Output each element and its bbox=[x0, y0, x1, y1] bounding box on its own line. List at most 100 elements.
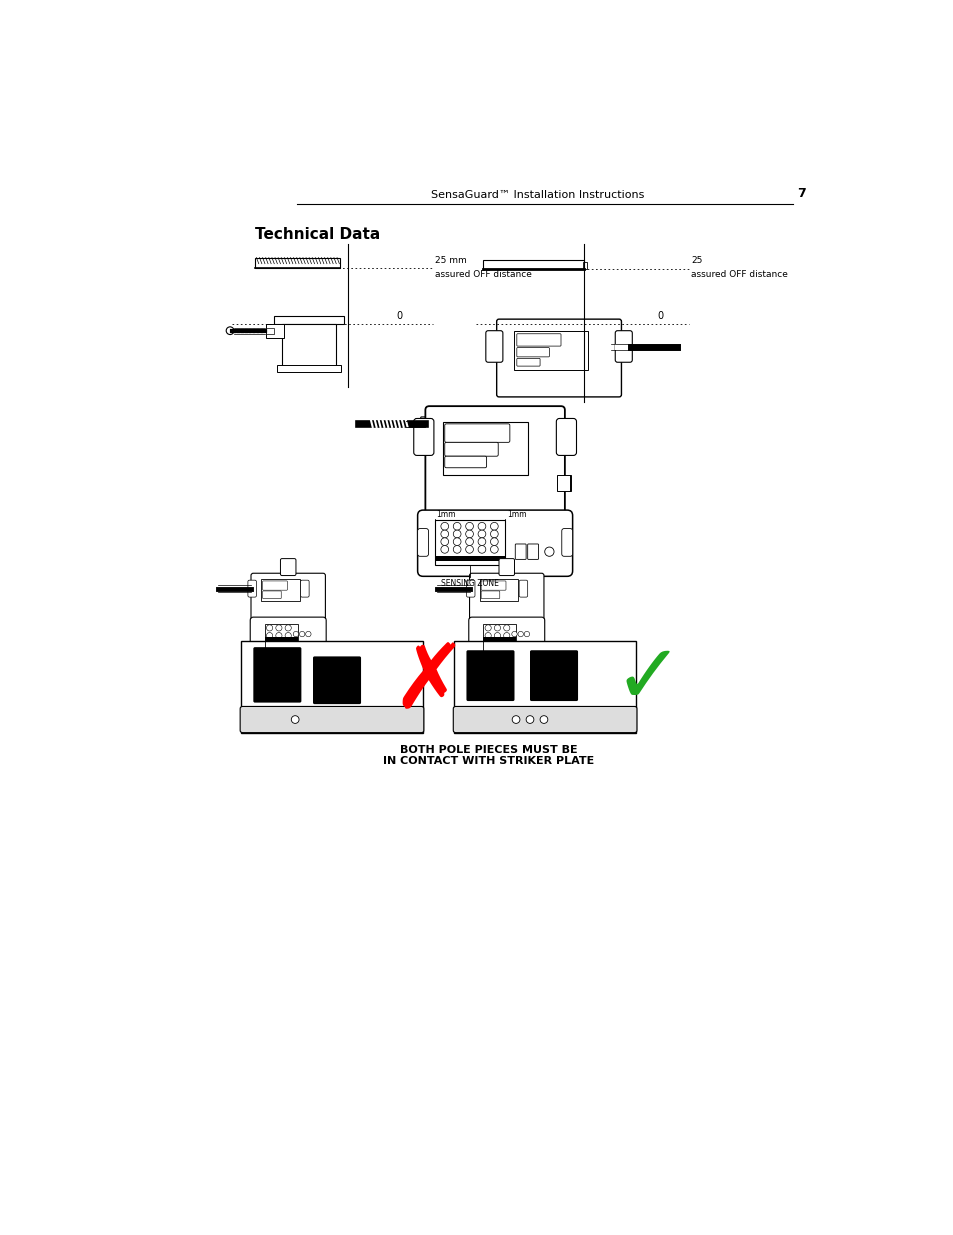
Text: 1mm: 1mm bbox=[506, 510, 526, 519]
FancyBboxPatch shape bbox=[262, 592, 281, 599]
Circle shape bbox=[453, 537, 460, 546]
FancyBboxPatch shape bbox=[261, 579, 299, 601]
Circle shape bbox=[503, 625, 509, 631]
Text: 25 mm: 25 mm bbox=[435, 256, 467, 266]
Circle shape bbox=[291, 716, 298, 724]
Circle shape bbox=[477, 522, 485, 530]
FancyBboxPatch shape bbox=[453, 706, 637, 732]
Text: 1mm: 1mm bbox=[436, 510, 456, 519]
FancyBboxPatch shape bbox=[480, 592, 499, 599]
Circle shape bbox=[465, 546, 473, 553]
Bar bbox=[483, 637, 516, 641]
Text: assured OFF distance: assured OFF distance bbox=[435, 270, 532, 279]
FancyBboxPatch shape bbox=[479, 579, 517, 601]
Bar bbox=[277, 366, 340, 372]
FancyBboxPatch shape bbox=[443, 421, 528, 475]
Bar bbox=[274, 316, 344, 324]
Bar bbox=[454, 641, 636, 734]
Text: 0: 0 bbox=[396, 311, 402, 321]
Bar bbox=[265, 624, 297, 646]
Bar bbox=[627, 343, 629, 350]
FancyBboxPatch shape bbox=[250, 618, 326, 655]
Text: 0: 0 bbox=[658, 311, 663, 321]
Circle shape bbox=[453, 522, 460, 530]
Bar bbox=[266, 327, 274, 333]
Circle shape bbox=[465, 537, 473, 546]
Circle shape bbox=[544, 547, 554, 556]
FancyBboxPatch shape bbox=[240, 706, 423, 732]
FancyBboxPatch shape bbox=[615, 331, 632, 362]
FancyBboxPatch shape bbox=[417, 510, 572, 577]
Circle shape bbox=[266, 632, 273, 638]
FancyBboxPatch shape bbox=[485, 331, 502, 362]
Circle shape bbox=[465, 530, 473, 537]
Circle shape bbox=[484, 632, 491, 638]
Circle shape bbox=[453, 546, 460, 553]
FancyBboxPatch shape bbox=[517, 358, 539, 366]
FancyBboxPatch shape bbox=[469, 573, 543, 624]
Circle shape bbox=[266, 625, 273, 631]
FancyBboxPatch shape bbox=[414, 419, 434, 456]
Bar bbox=[254, 258, 340, 268]
FancyBboxPatch shape bbox=[514, 331, 587, 370]
Bar bbox=[435, 520, 505, 564]
Circle shape bbox=[453, 530, 460, 537]
FancyBboxPatch shape bbox=[251, 573, 325, 624]
Circle shape bbox=[477, 546, 485, 553]
Text: IN CONTACT WITH STRIKER PLATE: IN CONTACT WITH STRIKER PLATE bbox=[383, 756, 594, 766]
Circle shape bbox=[517, 631, 523, 637]
FancyBboxPatch shape bbox=[497, 319, 620, 396]
Bar bbox=[615, 343, 617, 350]
Circle shape bbox=[440, 530, 448, 537]
Bar bbox=[483, 259, 583, 269]
Circle shape bbox=[293, 631, 298, 637]
Circle shape bbox=[539, 716, 547, 724]
FancyBboxPatch shape bbox=[444, 442, 497, 456]
Circle shape bbox=[503, 632, 509, 638]
Bar bbox=[618, 343, 619, 350]
Bar bbox=[435, 556, 505, 561]
FancyBboxPatch shape bbox=[480, 580, 505, 590]
FancyBboxPatch shape bbox=[417, 529, 428, 556]
Circle shape bbox=[511, 631, 517, 637]
Bar bbox=[624, 343, 625, 350]
Circle shape bbox=[440, 537, 448, 546]
FancyBboxPatch shape bbox=[515, 543, 525, 559]
Bar bbox=[557, 475, 571, 490]
Text: SensaGuard™ Installation Instructions: SensaGuard™ Installation Instructions bbox=[431, 190, 644, 200]
Circle shape bbox=[275, 632, 282, 638]
Circle shape bbox=[490, 530, 497, 537]
FancyBboxPatch shape bbox=[468, 618, 544, 655]
Bar bbox=[282, 324, 335, 366]
FancyBboxPatch shape bbox=[253, 647, 301, 703]
Circle shape bbox=[440, 546, 448, 553]
Bar bbox=[620, 343, 622, 350]
FancyBboxPatch shape bbox=[444, 424, 509, 442]
FancyBboxPatch shape bbox=[280, 558, 295, 576]
FancyBboxPatch shape bbox=[517, 347, 549, 357]
FancyBboxPatch shape bbox=[518, 580, 527, 597]
Bar bbox=[266, 324, 283, 337]
Circle shape bbox=[490, 522, 497, 530]
FancyBboxPatch shape bbox=[248, 580, 256, 597]
FancyBboxPatch shape bbox=[313, 656, 360, 704]
Circle shape bbox=[525, 716, 534, 724]
Bar bbox=[483, 624, 516, 646]
Text: 7: 7 bbox=[797, 186, 805, 200]
FancyBboxPatch shape bbox=[425, 406, 564, 517]
Text: ✓: ✓ bbox=[613, 638, 682, 720]
Circle shape bbox=[523, 631, 529, 637]
Bar bbox=[582, 262, 587, 269]
Circle shape bbox=[226, 327, 233, 335]
FancyBboxPatch shape bbox=[466, 651, 514, 701]
FancyBboxPatch shape bbox=[420, 417, 437, 431]
FancyBboxPatch shape bbox=[530, 651, 578, 701]
Circle shape bbox=[275, 625, 282, 631]
Text: ✗: ✗ bbox=[391, 640, 467, 727]
Circle shape bbox=[490, 537, 497, 546]
Text: BOTH POLE PIECES MUST BE: BOTH POLE PIECES MUST BE bbox=[399, 745, 578, 755]
Circle shape bbox=[512, 716, 519, 724]
FancyBboxPatch shape bbox=[556, 419, 576, 456]
Circle shape bbox=[299, 631, 305, 637]
Circle shape bbox=[490, 546, 497, 553]
